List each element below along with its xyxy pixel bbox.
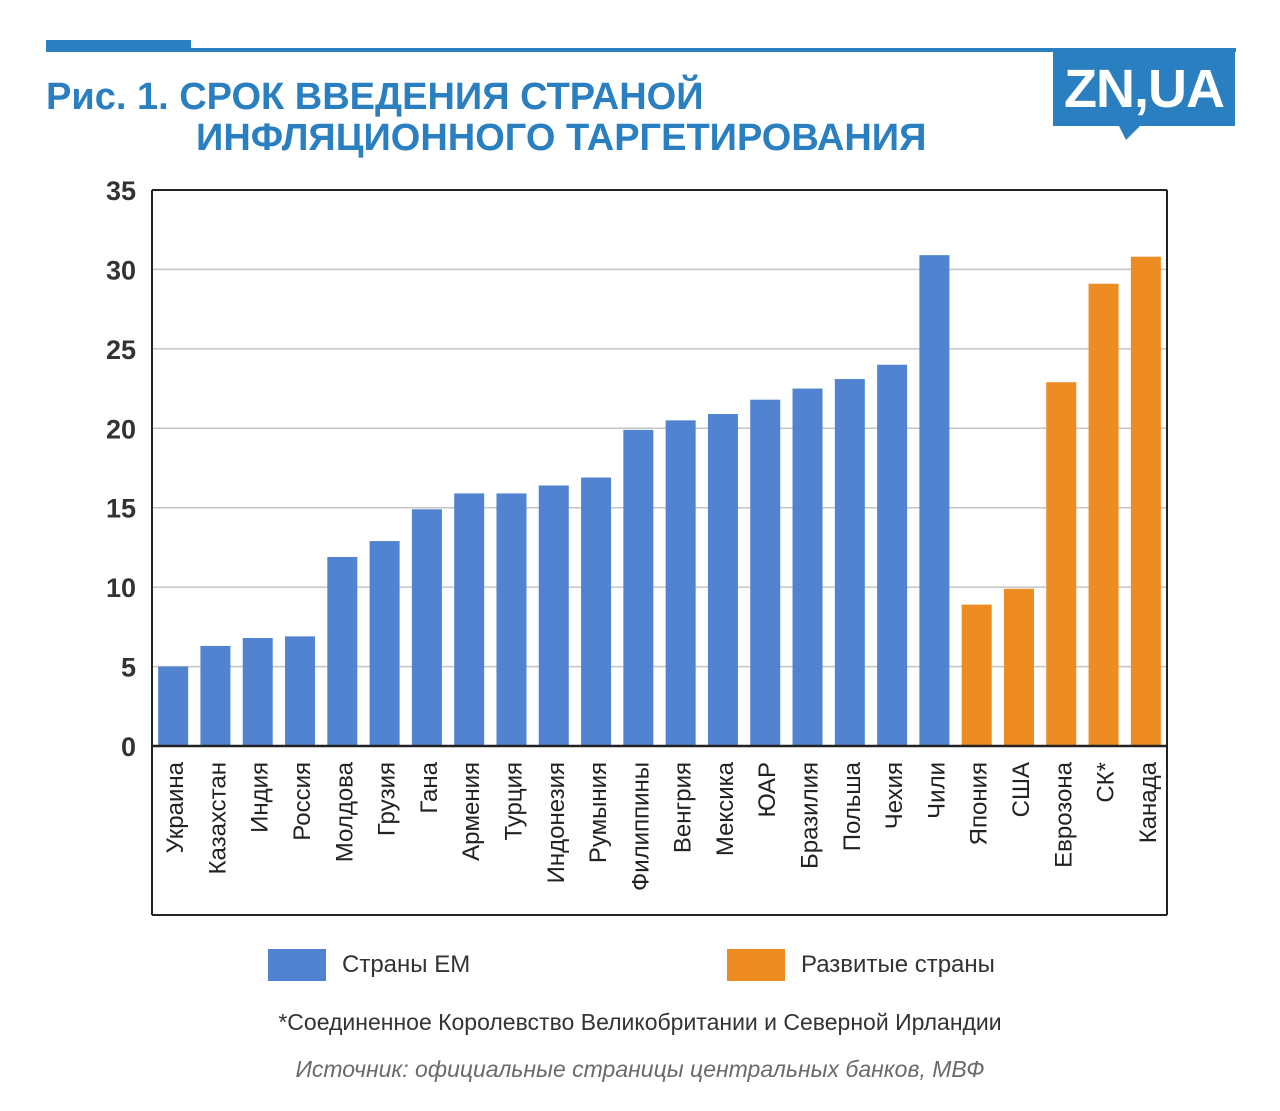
bar <box>327 556 358 746</box>
bar <box>1130 256 1161 746</box>
y-tick-label: 25 <box>106 335 136 365</box>
x-tick-label: Украина <box>162 761 189 853</box>
x-tick-label: Еврозона <box>1050 761 1077 868</box>
x-tick-label: Казахстан <box>204 762 231 874</box>
x-tick-label: Канада <box>1135 761 1162 843</box>
y-tick-label: 20 <box>106 414 136 444</box>
x-tick-label: Филиппины <box>627 762 654 891</box>
bar <box>242 637 273 746</box>
y-tick-label: 0 <box>121 732 136 762</box>
legend-swatch-em <box>268 949 326 981</box>
bar <box>538 485 569 746</box>
x-tick-label: Польша <box>839 761 866 851</box>
y-tick-label: 30 <box>106 255 136 285</box>
x-tick-label: Чехия <box>881 762 908 829</box>
chart-title-line-1: Рис. 1. СРОК ВВЕДЕНИЯ СТРАНОЙ <box>46 76 704 118</box>
x-tick-label: Молдова <box>331 761 358 862</box>
x-tick-label: Чили <box>923 762 950 819</box>
x-tick-label: США <box>1008 762 1035 817</box>
bar <box>750 399 781 746</box>
bar <box>665 420 696 746</box>
bar <box>581 477 612 746</box>
x-tick-label: СК* <box>1093 762 1120 803</box>
y-tick-label: 10 <box>106 573 136 603</box>
y-tick-label: 15 <box>106 494 136 524</box>
bar <box>834 379 865 746</box>
header-rule <box>46 48 1236 52</box>
bar <box>623 429 654 746</box>
x-tick-label: Россия <box>289 762 316 841</box>
x-tick-label: Бразилия <box>797 762 824 869</box>
bar <box>792 388 823 746</box>
legend-item-developed: Развитые страны <box>727 948 995 982</box>
bar <box>200 645 231 746</box>
y-tick-label: 35 <box>106 176 136 206</box>
x-tick-label: Япония <box>966 762 993 845</box>
x-tick-label: ЮАР <box>754 762 781 817</box>
bar <box>369 541 400 746</box>
x-tick-label: Грузия <box>374 762 401 836</box>
bar <box>919 255 950 747</box>
bar <box>285 636 316 746</box>
bar-chart: 0 5 10 15 20 25 30 35 Украина Казахстан Индия Росси… <box>106 176 1168 916</box>
x-tick-label: Армения <box>458 762 485 861</box>
chart-title-line-2: ИНФЛЯЦИОННОГО ТАРГЕТИРОВАНИЯ <box>196 117 927 159</box>
bar <box>1003 588 1034 746</box>
footnote: *Соединенное Королевство Великобритании … <box>278 1009 1002 1035</box>
x-tick-label: Индонезия <box>543 762 570 883</box>
x-tick-label: Индия <box>247 762 274 833</box>
bar <box>496 493 527 746</box>
bar <box>961 604 992 746</box>
x-tick-label: Венгрия <box>670 762 697 853</box>
logo-text: ZN,UA <box>1064 59 1225 119</box>
bar <box>454 493 485 746</box>
bar <box>1046 382 1077 746</box>
y-tick-label: 5 <box>121 653 136 683</box>
legend-label-em: Страны ЕМ <box>342 951 471 978</box>
x-tick-label: Румыния <box>585 762 612 863</box>
x-tick-label: Мексика <box>712 761 739 856</box>
bar <box>877 364 908 746</box>
logo-speech-tail-icon <box>1118 124 1142 140</box>
legend-item-em: Страны ЕМ <box>268 948 470 982</box>
zn-ua-logo[interactable]: ZN,UA <box>1053 52 1235 126</box>
x-tick-label: Гана <box>416 761 443 813</box>
x-tick-label: Турция <box>500 762 527 841</box>
legend-label-developed: Развитые страны <box>801 951 995 978</box>
legend-swatch-developed <box>727 949 785 981</box>
source-note: Источник: официальные страницы центральн… <box>295 1056 985 1082</box>
bar <box>158 666 189 746</box>
bar <box>1088 283 1119 746</box>
bar <box>707 413 738 746</box>
bar <box>411 509 442 746</box>
